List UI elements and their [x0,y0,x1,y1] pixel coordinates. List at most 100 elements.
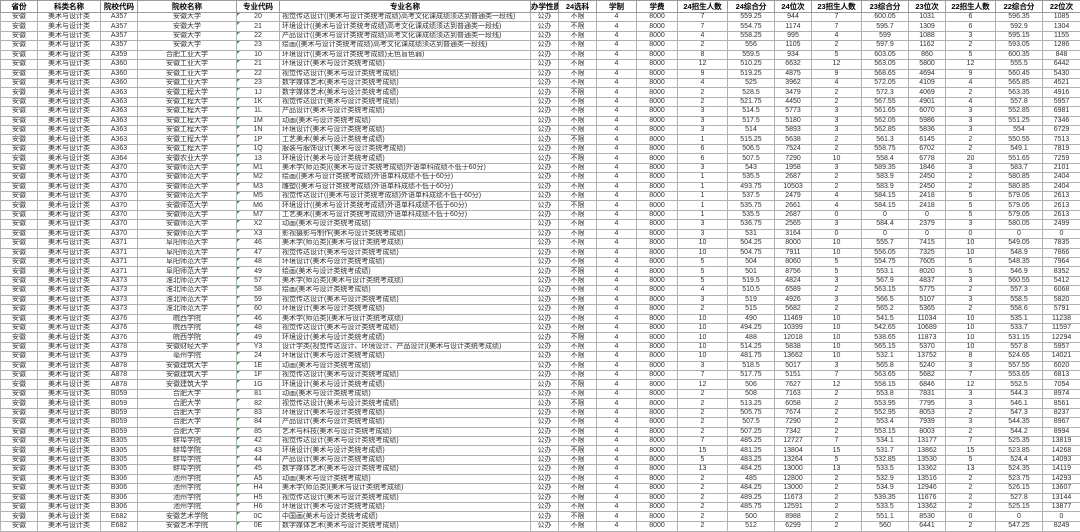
table-cell[interactable]: 20 [236,11,280,23]
table-cell[interactable]: 安徽大学 [137,11,237,23]
table-cell[interactable]: 美术学(师范类)(美术与设计类统考成绩) [279,238,531,249]
table-cell[interactable]: B305 [100,454,138,466]
table-cell[interactable]: 505.75 [727,407,775,419]
table-cell[interactable]: 14093 [1042,454,1080,466]
table-cell[interactable]: 公办 [530,379,559,390]
table-cell[interactable]: 544.2 [995,426,1043,438]
table-cell[interactable]: 49 [236,266,280,277]
table-cell[interactable]: 551.25 [995,115,1043,127]
table-cell[interactable]: 安徽大学 [137,21,237,32]
table-cell[interactable]: 公办 [530,407,559,419]
table-cell[interactable]: 公办 [530,238,559,249]
table-cell[interactable]: 8000 [636,464,678,475]
table-cell[interactable]: A371 [100,238,138,249]
table-cell[interactable]: 2 [945,285,996,296]
table-cell[interactable]: 7 [677,435,728,447]
table-cell[interactable]: 池州学院 [137,473,237,485]
table-cell[interactable]: 10 [811,247,862,258]
table-cell[interactable]: 6 [677,143,728,155]
table-cell[interactable]: 不限 [558,520,597,532]
table-cell[interactable]: 不限 [558,96,597,108]
table-cell[interactable]: 公办 [530,134,559,145]
table-cell[interactable]: 安徽工程大学 [137,143,237,155]
table-cell[interactable]: 4926 [774,294,812,306]
table-cell[interactable]: 535.5 [727,172,775,183]
table-cell[interactable]: 521.75 [727,96,775,108]
table-cell[interactable]: 安徽工程大学 [137,106,237,117]
table-cell[interactable]: 1162 [908,40,946,51]
table-cell[interactable]: 2 [811,388,862,400]
table-cell[interactable]: 4 [596,49,637,61]
table-cell[interactable]: 549.05 [995,238,1043,249]
table-cell[interactable]: 1 [677,134,728,145]
table-cell[interactable]: 6632 [774,59,812,70]
table-cell[interactable]: 不限 [558,304,597,315]
table-cell[interactable]: 美术与设计类 [37,162,101,174]
table-cell[interactable]: 2 [811,87,862,98]
table-cell[interactable]: 公办 [530,181,559,193]
table-cell[interactable]: 553.8 [861,388,909,400]
table-cell[interactable]: 7831 [908,388,946,400]
table-cell[interactable]: 2 [811,473,862,485]
table-cell[interactable]: 安徽 [0,162,38,174]
table-cell[interactable]: 1105 [774,40,812,51]
table-cell[interactable]: A370 [100,200,138,211]
table-cell[interactable]: 12 [677,59,728,70]
table-cell[interactable]: 池州学院 [137,492,237,503]
table-cell[interactable]: E682 [100,511,138,522]
table-cell[interactable]: 视觉传达设计(美术与设计类统考成绩) [279,435,531,447]
column-header[interactable]: 科类名称 [37,0,101,13]
table-cell[interactable]: 4 [596,275,637,287]
table-cell[interactable]: 2 [811,40,862,51]
table-cell[interactable]: 不限 [558,435,597,447]
table-cell[interactable]: 592.9 [995,21,1043,32]
table-cell[interactable]: 美术与设计类 [37,106,101,117]
column-header[interactable]: 办学性质 [530,0,559,13]
table-cell[interactable]: 8249 [1042,520,1080,532]
table-cell[interactable]: 7 [677,21,728,32]
table-cell[interactable]: 8000 [636,190,678,202]
table-cell[interactable]: 1E [236,360,280,372]
table-cell[interactable]: 美术与设计类 [37,115,101,127]
table-cell[interactable]: 3 [945,115,996,127]
table-cell[interactable]: 4 [596,322,637,334]
table-cell[interactable]: B059 [100,388,138,400]
column-header[interactable]: 23位次 [908,0,946,13]
table-cell[interactable]: 7290 [774,417,812,428]
table-cell[interactable]: 1155 [1042,30,1080,42]
table-cell[interactable]: 公办 [530,454,559,466]
table-cell[interactable]: 2 [811,426,862,438]
table-cell[interactable]: 动画(美术与设计类统考成绩) [279,473,531,485]
table-cell[interactable]: 5 [945,209,996,221]
table-cell[interactable]: 池州学院 [137,483,237,494]
table-cell[interactable]: 不限 [558,322,597,334]
table-cell[interactable]: 517.5 [727,115,775,127]
table-cell[interactable]: 8000 [636,256,678,268]
table-cell[interactable]: 美术与设计类 [37,134,101,145]
table-cell[interactable]: 2613 [1042,190,1080,202]
table-cell[interactable]: 环境设计(美术与设计类统考成绩) [279,501,531,513]
table-cell[interactable]: 11034 [908,313,946,324]
table-cell[interactable]: 572.05 [861,77,909,89]
table-cell[interactable]: 43 [236,445,280,456]
table-cell[interactable]: 视觉传达设计(美术与设计类统考成绩) [279,68,531,79]
table-cell[interactable]: 2 [811,398,862,409]
table-cell[interactable]: 558.75 [861,143,909,155]
table-cell[interactable]: B306 [100,483,138,494]
table-cell[interactable]: 13516 [908,473,946,485]
table-cell[interactable]: Y3 [236,341,280,353]
table-cell[interactable]: 14021 [1042,351,1080,362]
table-cell[interactable]: 8000 [636,407,678,419]
table-cell[interactable]: 不限 [558,501,597,513]
table-cell[interactable]: 1304 [1042,21,1080,32]
table-cell[interactable]: 8000 [636,219,678,230]
table-cell[interactable]: A359 [100,49,138,61]
table-cell[interactable]: 6981 [1042,106,1080,117]
table-cell[interactable]: 13819 [1042,435,1080,447]
table-cell[interactable]: 公办 [530,190,559,202]
column-header[interactable]: 省份 [0,0,38,13]
table-cell[interactable]: 公办 [530,426,559,438]
table-cell[interactable]: 5820 [1042,294,1080,306]
table-cell[interactable]: 安徽工程大学 [137,96,237,108]
table-cell[interactable]: 5775 [908,285,946,296]
